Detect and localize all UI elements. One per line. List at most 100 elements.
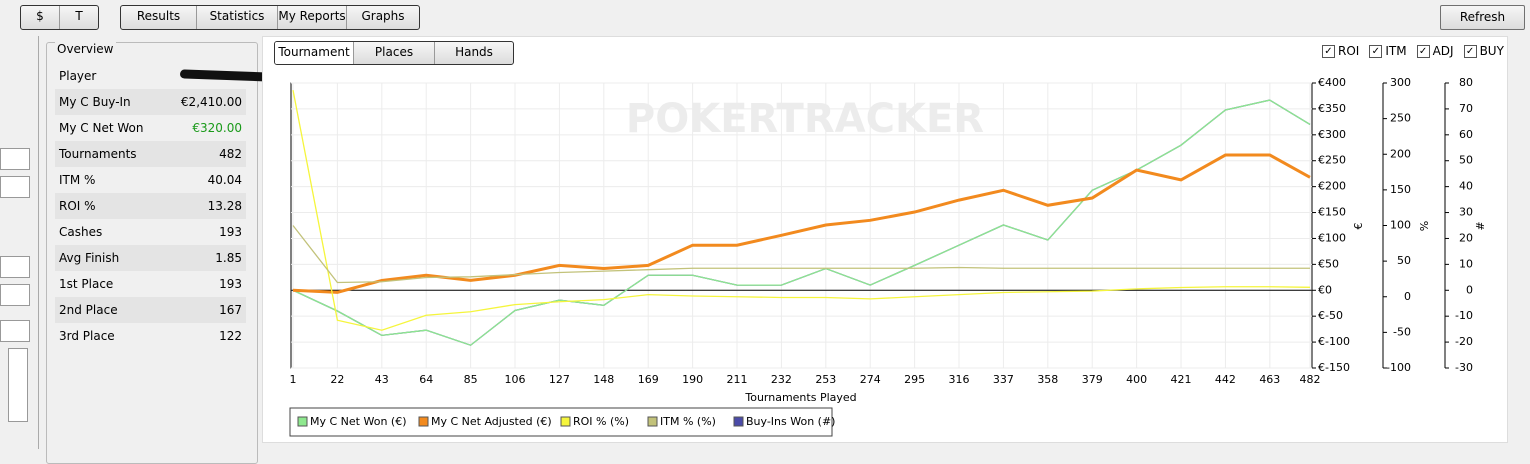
value: 482 (219, 147, 242, 161)
label: ROI % (59, 199, 96, 213)
label: 1st Place (59, 277, 114, 291)
checkbox-box: ✓ (1369, 44, 1383, 58)
x-axis-title: Tournaments Played (744, 391, 856, 404)
y-tick-label: 40 (1459, 180, 1473, 193)
x-tick-label: 337 (993, 373, 1014, 386)
overview-panel: Overview (46, 42, 258, 464)
x-tick-label: 211 (727, 373, 748, 386)
x-tick-label: 463 (1259, 373, 1280, 386)
checkbox-label: BUY (1479, 44, 1504, 58)
graph-tabs: Tournament Places Hands (274, 41, 514, 65)
combo[interactable] (0, 320, 30, 342)
value: €2,410.00 (180, 95, 242, 109)
label: Tournaments (59, 147, 137, 161)
x-tick-label: 358 (1037, 373, 1058, 386)
y-tick-label: 20 (1459, 231, 1473, 244)
x-tick-label: 127 (549, 373, 570, 386)
series-line (292, 90, 1311, 331)
combo[interactable] (0, 176, 30, 198)
graph-tab[interactable]: Places (354, 42, 435, 64)
label: ITM % (59, 173, 96, 187)
y-tick-label: 150 (1390, 183, 1411, 196)
y-tick-label: €-150 (1318, 361, 1350, 374)
x-tick-label: 400 (1126, 373, 1147, 386)
y-tick-label: €50 (1318, 257, 1339, 270)
tab[interactable]: My Reports (278, 6, 347, 29)
side-strip (0, 36, 39, 449)
label: Player (59, 69, 97, 83)
label: Cashes (59, 225, 103, 239)
y-tick-label: 0 (1466, 283, 1473, 296)
x-tick-label: 106 (505, 373, 526, 386)
checkbox[interactable]: ✓ ADJ (1416, 44, 1454, 58)
overview-row: Avg Finish 1.85 (55, 245, 246, 271)
checkbox-box: ✓ (1416, 44, 1430, 58)
checkbox-box: ✓ (1463, 44, 1477, 58)
y-tick-label: -100 (1386, 361, 1411, 374)
x-tick-label: 316 (949, 373, 970, 386)
value: €320.00 (192, 121, 242, 135)
y-tick-label: €300 (1318, 128, 1346, 141)
axis-title: # (1474, 221, 1487, 230)
overview-row: 2nd Place 167 (55, 297, 246, 323)
checkbox[interactable]: ✓ ITM (1369, 44, 1407, 58)
value: 167 (219, 303, 242, 317)
y-tick-label: 10 (1459, 257, 1473, 270)
legend-swatch (418, 416, 429, 427)
overview-title: Overview (55, 42, 116, 56)
series-line (292, 225, 1311, 284)
label: My C Net Won (59, 121, 144, 135)
graph-tab[interactable]: Tournament (275, 42, 354, 64)
checkbox-label: ITM (1385, 44, 1407, 58)
currency-group: $ T (20, 5, 99, 30)
scrollbar[interactable] (8, 348, 28, 422)
y-tick-label: €400 (1318, 76, 1346, 89)
value: 1.85 (215, 251, 242, 265)
checkbox[interactable]: ✓ BUY (1463, 44, 1504, 58)
label: 3rd Place (59, 329, 115, 343)
refresh-button[interactable]: Refresh (1440, 5, 1525, 30)
currency-button[interactable]: $ (21, 6, 60, 29)
legend-label: ITM % (%) (660, 415, 716, 428)
tab-group: Results Statistics My Reports Graphs (120, 5, 420, 30)
plot-area (290, 82, 1313, 369)
combo[interactable] (0, 256, 30, 278)
y-tick-label: 30 (1459, 206, 1473, 219)
combo[interactable] (0, 284, 30, 306)
y-tick-label: €150 (1318, 206, 1346, 219)
overview-row: Player (55, 63, 273, 89)
y-tick-label: 50 (1397, 254, 1411, 267)
x-tick-label: 482 (1300, 373, 1321, 386)
tab[interactable]: Results (121, 6, 197, 29)
checkbox[interactable]: ✓ ROI (1322, 44, 1359, 58)
axis-title: % (1418, 221, 1431, 231)
label: Avg Finish (59, 251, 120, 265)
y-tick-label: 100 (1390, 219, 1411, 232)
value: 122 (219, 329, 242, 343)
y-tick-label: 300 (1390, 76, 1411, 89)
x-tick-label: 22 (330, 373, 344, 386)
x-tick-label: 274 (860, 373, 881, 386)
combo[interactable] (0, 148, 30, 170)
x-tick-label: 442 (1215, 373, 1236, 386)
series-line (292, 99, 1311, 346)
value: 40.04 (207, 173, 242, 187)
y-tick-label: €-100 (1318, 335, 1350, 348)
graph-tab[interactable]: Hands (455, 45, 493, 59)
y-tick-label: 0 (1404, 290, 1411, 303)
overview-row: Cashes 193 (55, 219, 246, 245)
app: $ T Results Statistics My Reports Graphs Ref… (0, 5, 1525, 464)
x-tick-label: 232 (771, 373, 792, 386)
x-tick-label: 64 (419, 373, 433, 386)
overview-row: 1st Place 193 (55, 271, 246, 297)
legend-label: My C Net Won (€) (310, 415, 407, 428)
tab[interactable]: Graphs (361, 9, 405, 23)
y-tick-label: -50 (1393, 325, 1411, 338)
y-tick-label: 80 (1459, 76, 1473, 89)
currency-button[interactable]: T (75, 9, 83, 23)
y-tick-label: €200 (1318, 180, 1346, 193)
legend-swatch (733, 416, 744, 427)
x-tick-label: 253 (815, 373, 836, 386)
legend-swatch (647, 416, 658, 427)
tab[interactable]: Statistics (197, 6, 278, 29)
